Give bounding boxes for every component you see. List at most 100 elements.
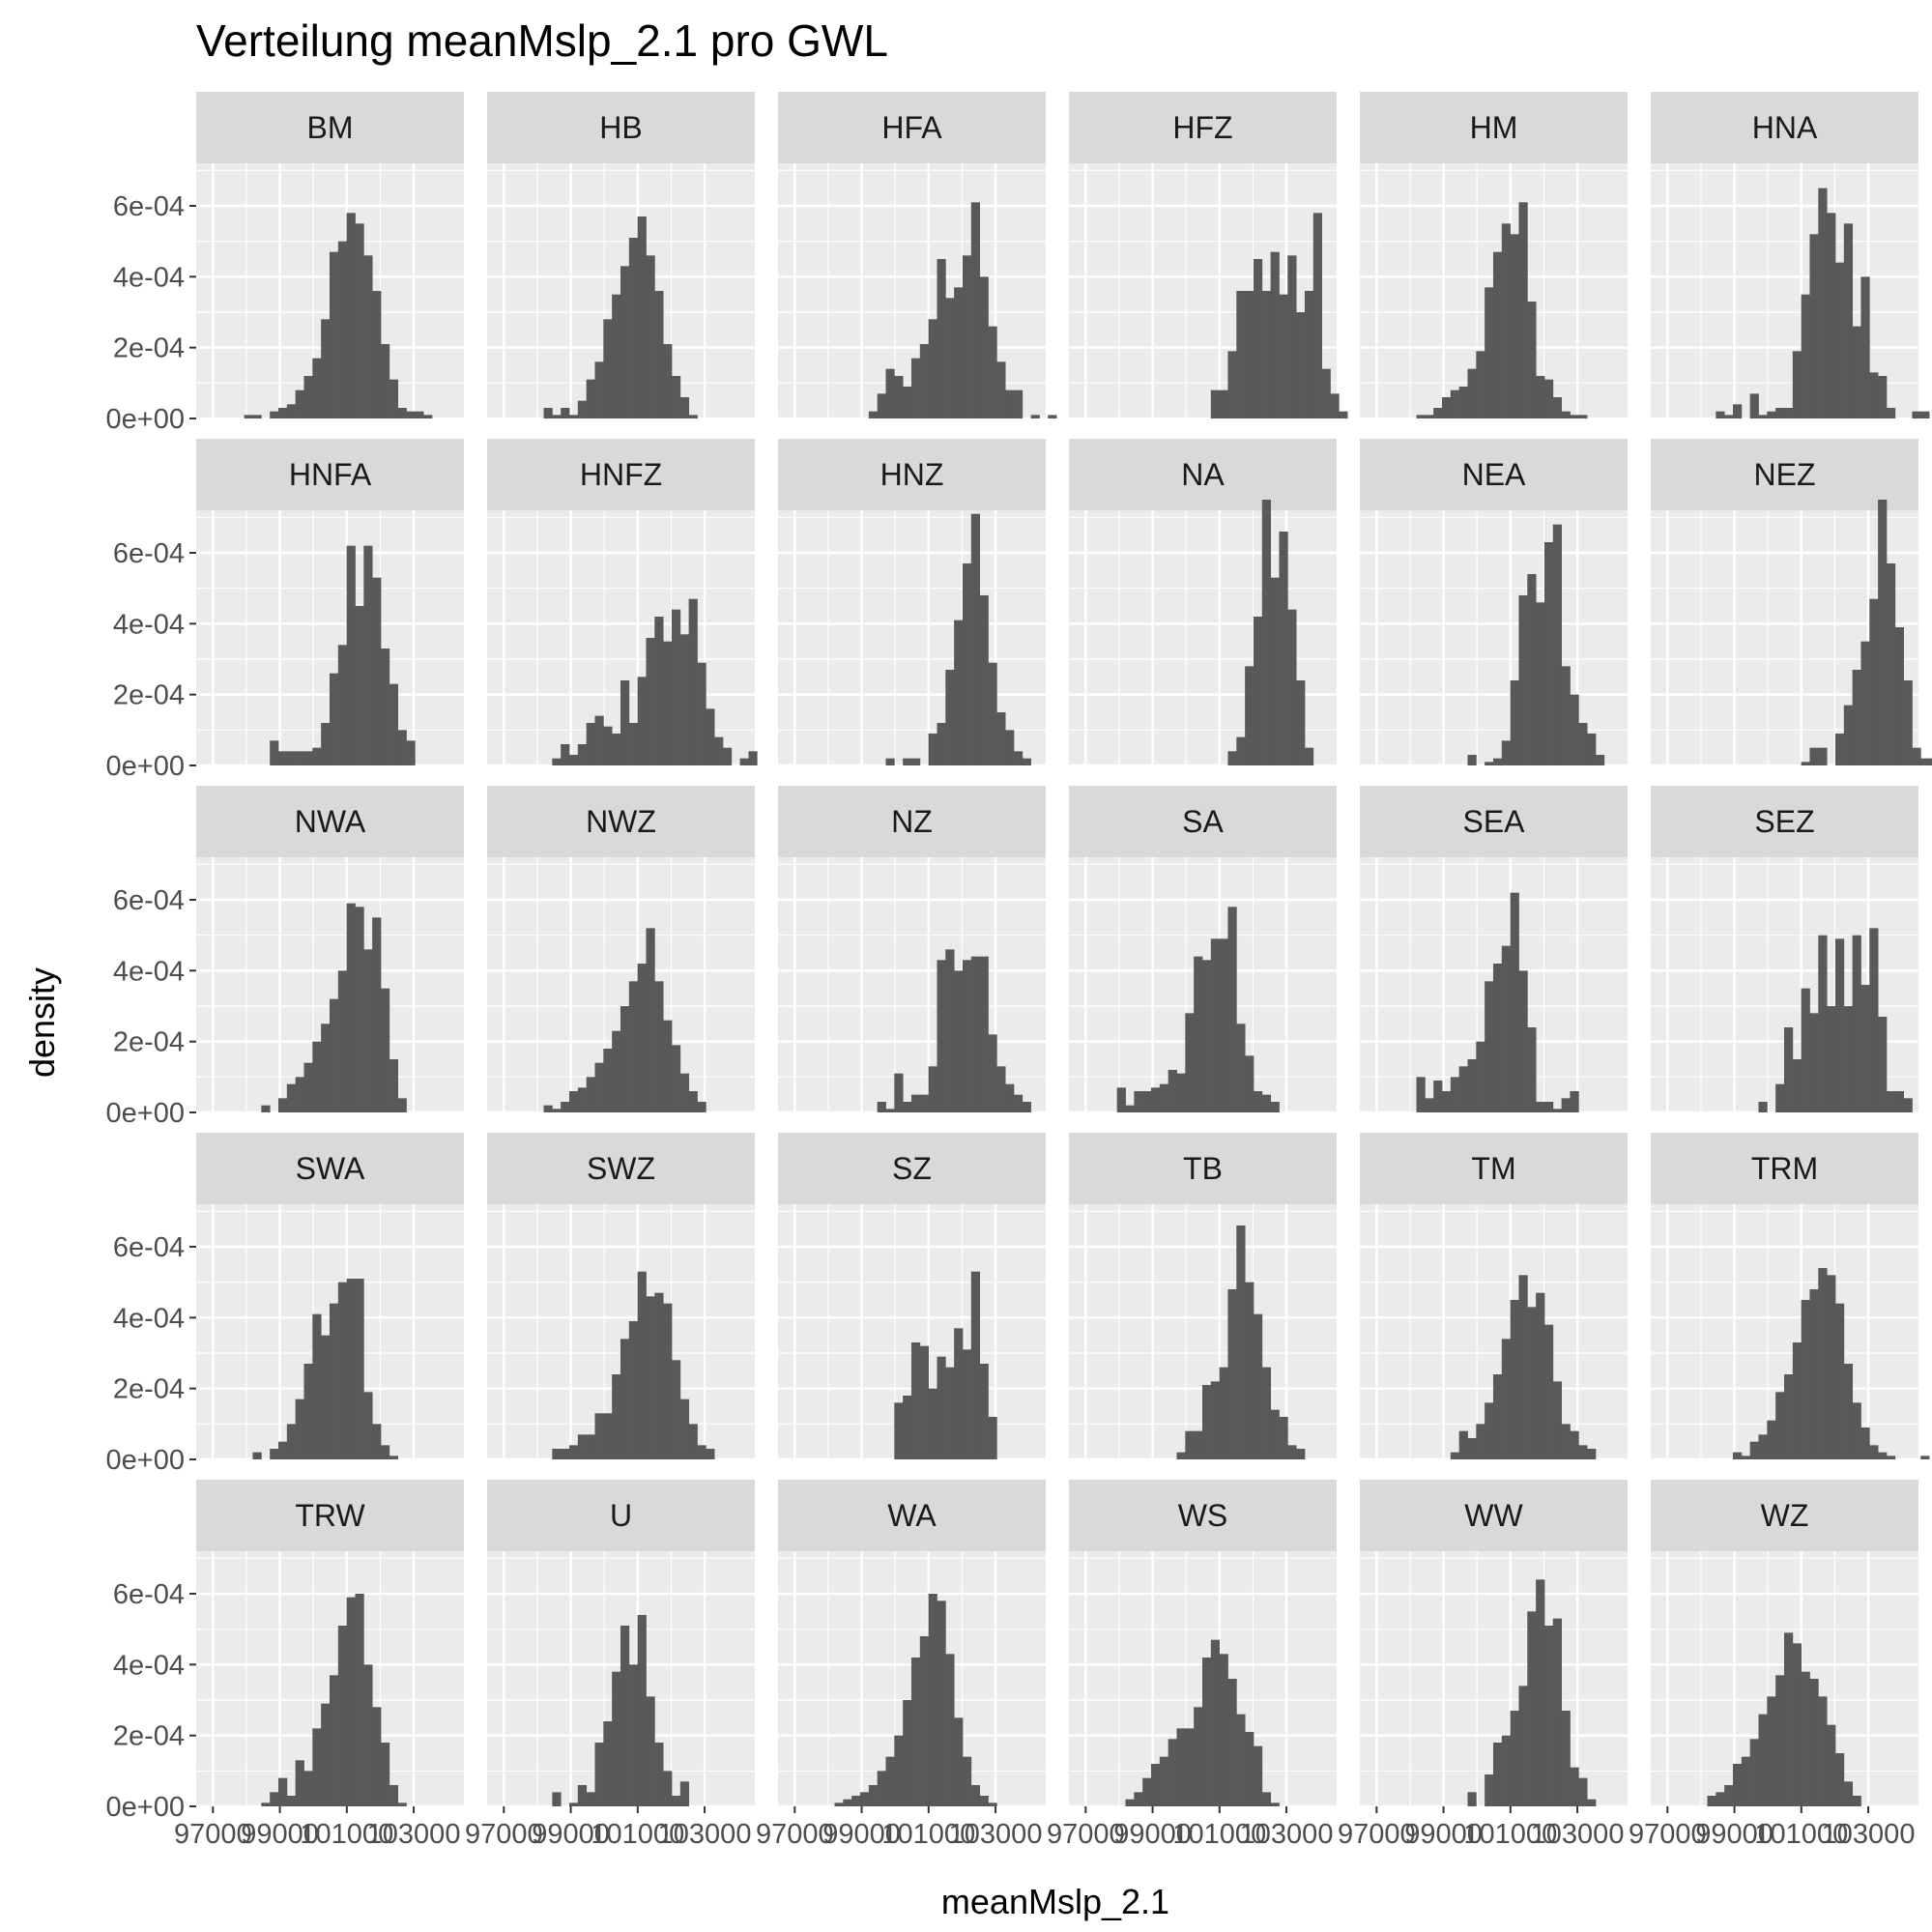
histogram-bar: [543, 1105, 553, 1112]
histogram-bar: [937, 1356, 946, 1459]
histogram-bar: [1159, 1083, 1169, 1112]
histogram-bar: [628, 981, 639, 1112]
histogram-bar: [1595, 755, 1605, 765]
x-tick-label: 99000: [1404, 1819, 1483, 1850]
histogram-bar: [919, 1345, 930, 1459]
facet-panel: TRM: [1651, 1133, 1930, 1461]
histogram-bar: [1142, 1777, 1152, 1806]
histogram-bar: [1510, 1300, 1519, 1459]
histogram-bar: [286, 1796, 297, 1806]
histogram-bar: [697, 1445, 706, 1459]
histogram-bar: [1818, 747, 1828, 765]
histogram-bar: [321, 1703, 331, 1806]
histogram-bar: [1801, 762, 1810, 765]
histogram-bar: [1527, 302, 1537, 418]
histogram-bar: [1501, 1735, 1512, 1806]
histogram-bar: [1860, 985, 1870, 1112]
histogram-bar: [1792, 1059, 1802, 1112]
histogram-bar: [363, 255, 373, 418]
facet-strip: [196, 1480, 464, 1551]
histogram-bar: [552, 1109, 562, 1112]
histogram-bar: [1245, 291, 1254, 418]
histogram-bar: [1296, 680, 1306, 765]
histogram-bar: [1236, 1024, 1246, 1112]
histogram-bar: [1561, 1424, 1571, 1459]
histogram-bar: [577, 1434, 588, 1459]
histogram-bar: [552, 415, 562, 418]
facet-panel: TM: [1360, 1133, 1628, 1461]
histogram-bar: [346, 545, 356, 765]
histogram-bar: [1570, 1430, 1579, 1459]
histogram-bar: [1767, 1696, 1776, 1806]
x-axis-title: meanMslp_2.1: [941, 1882, 1169, 1921]
facet-panel: HNFZ: [487, 439, 758, 767]
histogram-bar: [1253, 1745, 1263, 1806]
histogram-bar: [389, 379, 399, 418]
histogram-bar: [1287, 609, 1297, 765]
histogram-bar: [1783, 408, 1794, 418]
histogram-bar: [1185, 1728, 1195, 1806]
histogram-bar: [1510, 1711, 1519, 1806]
histogram-bar: [406, 740, 416, 765]
histogram-bar: [372, 291, 382, 418]
histogram-bar: [979, 1364, 989, 1459]
histogram-bar: [1570, 1091, 1579, 1112]
facet-panel: NWZ: [487, 786, 755, 1114]
histogram-bar: [389, 683, 399, 765]
histogram-bar: [877, 393, 886, 418]
histogram-bar: [654, 291, 664, 418]
histogram-bar: [1416, 415, 1426, 418]
histogram-bar: [903, 387, 912, 418]
histogram-bar: [1442, 397, 1452, 418]
facet-strip-label: SZ: [892, 1151, 932, 1186]
histogram-bar: [637, 216, 647, 418]
histogram-bar: [722, 747, 733, 765]
histogram-bar: [1219, 1367, 1228, 1459]
histogram-bar: [637, 1271, 647, 1459]
histogram-bar: [346, 903, 356, 1112]
histogram-bar: [628, 723, 639, 765]
x-tick-label: 99000: [1695, 1819, 1773, 1850]
histogram-bar: [286, 1083, 297, 1112]
facet-strip-label: WA: [887, 1498, 937, 1533]
histogram-bar: [1168, 1739, 1177, 1806]
histogram-bar: [1886, 1456, 1896, 1459]
histogram-bar: [646, 638, 655, 765]
facet-panel: HNA: [1651, 92, 1930, 420]
histogram-bar: [1903, 680, 1913, 765]
histogram-bar: [1458, 387, 1468, 418]
facet-strip: [196, 92, 464, 163]
histogram-bar: [1510, 234, 1519, 418]
histogram-bar: [1827, 1724, 1836, 1806]
histogram-bar: [628, 1321, 639, 1459]
histogram-bar: [1210, 938, 1221, 1112]
histogram-bar: [286, 751, 297, 765]
histogram-bar: [654, 981, 664, 1112]
histogram-bar: [671, 609, 681, 765]
y-tick-label: 0e+00: [106, 1098, 185, 1129]
histogram-bar: [1492, 251, 1503, 418]
facet-strip-label: WZ: [1761, 1498, 1809, 1533]
histogram-bar: [962, 1756, 972, 1806]
histogram-bar: [1125, 1799, 1135, 1806]
histogram-bar: [1758, 1714, 1768, 1806]
histogram-bar: [1005, 1083, 1015, 1112]
histogram-bar: [928, 1594, 937, 1806]
histogram-bar: [312, 358, 322, 418]
histogram-bar: [1236, 1226, 1246, 1459]
histogram-bar: [1194, 1430, 1203, 1459]
facet-strip: [487, 786, 755, 857]
histogram-bar: [1561, 666, 1571, 765]
histogram-bar: [954, 970, 964, 1112]
histogram-bar: [1570, 1767, 1579, 1806]
histogram-bar: [1869, 372, 1879, 418]
histogram-bar: [1578, 415, 1588, 418]
histogram-bar: [1775, 1392, 1785, 1459]
histogram-bar: [903, 1700, 912, 1806]
histogram-bar: [1843, 1364, 1854, 1459]
histogram-bar: [1261, 1094, 1272, 1112]
histogram-bar: [1834, 938, 1845, 1112]
facet-strip: [1651, 786, 1918, 857]
histogram-bar: [1485, 762, 1494, 765]
